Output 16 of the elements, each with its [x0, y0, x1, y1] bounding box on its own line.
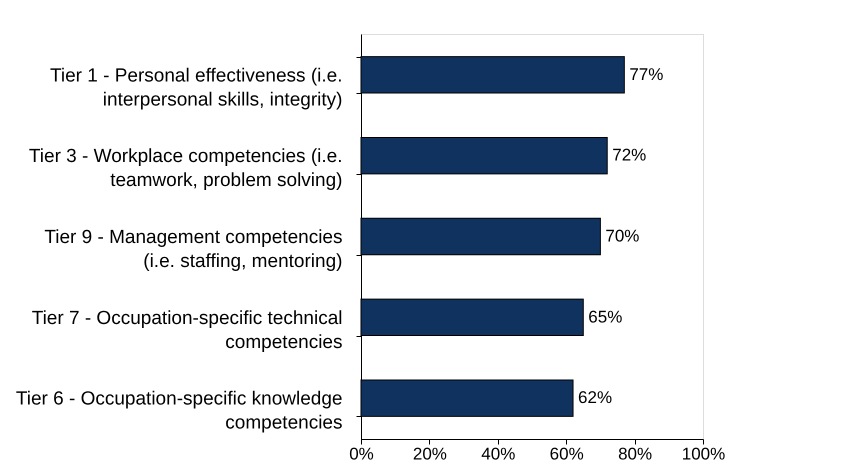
data-label: 70%: [605, 226, 640, 246]
x-tick-label: 80%: [618, 444, 652, 464]
data-label: 62%: [578, 388, 612, 408]
y-tick-label: Tier 7 - Occupation-specific technical competencies: [32, 308, 342, 353]
x-tick-label: 60%: [550, 444, 584, 464]
y-tick-label: Tier 9 - Management competencies (i.e. staffing, mentoring): [44, 227, 342, 272]
x-tick-label: 100%: [682, 444, 726, 464]
y-tick-label: Tier 3 - Workplace competencies (i.e. teamwork, problem solving): [28, 146, 342, 192]
y-tick-label: Tier 1 - Personal effectiveness (i.e. interpersonal skills, integrity): [50, 65, 342, 110]
x-tick-label: 0%: [349, 444, 374, 464]
data-label: 72%: [612, 146, 646, 165]
data-label: 77%: [629, 64, 664, 84]
x-tick-label: 40%: [481, 444, 516, 464]
y-tick-label: Tier 6 - Occupation-specific knowledge competencies: [16, 388, 342, 434]
data-label: 65%: [588, 307, 622, 326]
x-tick-label: 20%: [412, 444, 447, 464]
